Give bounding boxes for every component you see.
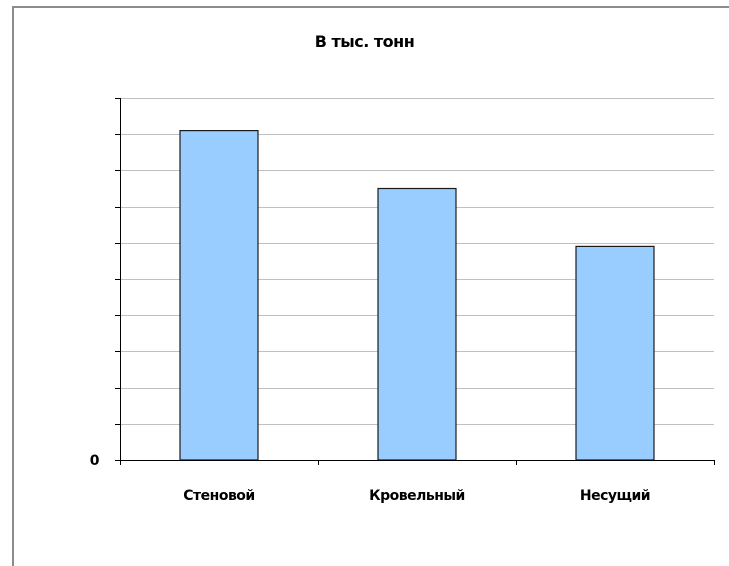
bar <box>575 245 655 461</box>
bar <box>377 187 457 461</box>
bar <box>179 130 259 461</box>
x-tick-label: Стеновой <box>183 488 254 504</box>
x-tick-label: Несущий <box>580 488 650 504</box>
y-tick-label: 0 <box>90 453 100 469</box>
chart-title: В тыс. тонн <box>314 32 415 51</box>
bar-chart: 0 Стеновой Кровельный Несущий <box>90 98 715 504</box>
x-tick-label: Кровельный <box>369 488 465 504</box>
